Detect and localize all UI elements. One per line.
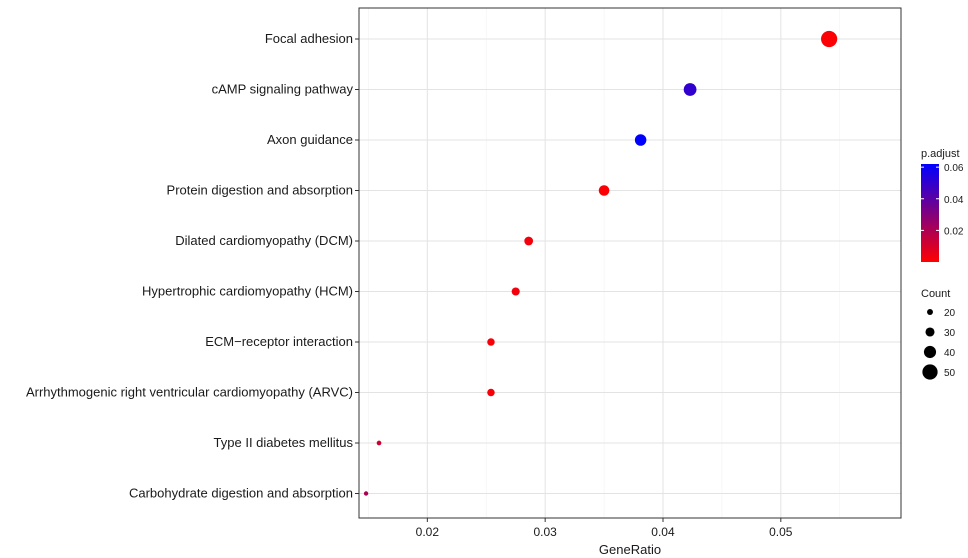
- size-legend-label: 40: [944, 348, 956, 359]
- grid-lines: [368, 8, 841, 518]
- y-tick-label: Protein digestion and absorption: [167, 183, 353, 198]
- size-legend-key: [925, 327, 935, 337]
- data-point: [363, 491, 369, 496]
- data-point: [376, 440, 382, 446]
- data-point: [634, 134, 647, 146]
- x-tick-label: 0.02: [416, 525, 440, 539]
- plot-panel-border: [358, 7, 902, 519]
- data-point: [524, 236, 534, 246]
- data-point: [821, 30, 838, 48]
- size-legend-key: [922, 364, 938, 380]
- x-tick-label: 0.04: [651, 525, 675, 539]
- size-legend-label: 30: [944, 328, 956, 339]
- color-legend-tick-label: 0.04: [944, 195, 964, 206]
- color-legend-bar: [921, 164, 939, 262]
- data-point: [598, 185, 610, 196]
- y-tick-label: ECM−receptor interaction: [205, 334, 353, 349]
- y-axis: Focal adhesion cAMP signaling pathway Axon…: [26, 31, 359, 501]
- y-tick-label: Dilated cardiomyopathy (DCM): [175, 233, 353, 248]
- y-tick-label: Axon guidance: [267, 132, 353, 147]
- size-legend-label: 50: [944, 368, 956, 379]
- y-tick-label: Hypertrophic cardiomyopathy (HCM): [142, 284, 353, 299]
- data-point: [487, 338, 495, 346]
- size-legend-label: 20: [944, 308, 956, 319]
- data-points: [363, 30, 838, 496]
- color-legend-tick-label: 0.06: [944, 163, 964, 174]
- x-axis: 0.02 0.03 0.04 0.05: [416, 518, 793, 539]
- size-legend: Count 20 30 40 50: [921, 288, 956, 380]
- x-axis-title: GeneRatio: [599, 542, 661, 557]
- y-tick-label: Arrhythmogenic right ventricular cardiom…: [26, 385, 353, 400]
- data-point: [511, 287, 520, 296]
- x-tick-label: 0.03: [533, 525, 557, 539]
- size-legend-title: Count: [921, 288, 950, 300]
- y-tick-label: Carbohydrate digestion and absorption: [129, 486, 353, 501]
- size-legend-key: [923, 345, 937, 359]
- size-legend-key: [927, 309, 933, 315]
- color-legend: p.adjust 0.02 0.04 0.06: [921, 148, 964, 262]
- y-tick-label: Type II diabetes mellitus: [214, 435, 354, 450]
- x-tick-label: 0.05: [769, 525, 793, 539]
- data-point: [487, 388, 495, 397]
- color-legend-title: p.adjust: [921, 148, 960, 160]
- grid-lines-major: [359, 8, 901, 518]
- y-tick-label: Focal adhesion: [265, 31, 353, 46]
- color-legend-tick-label: 0.02: [944, 226, 964, 237]
- y-tick-label: cAMP signaling pathway: [212, 82, 354, 97]
- data-point: [683, 83, 697, 96]
